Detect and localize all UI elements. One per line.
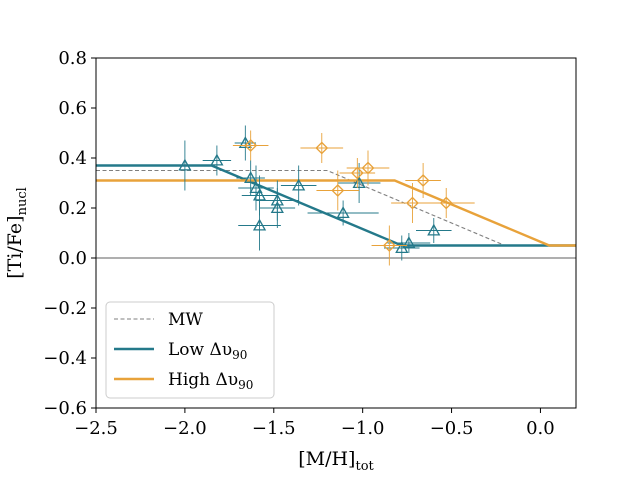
x-tick-label: −1.0 <box>341 418 385 439</box>
low-point-0 <box>163 140 207 191</box>
diamond-marker <box>315 141 329 155</box>
diamond-marker <box>244 139 258 152</box>
y-tick-label: −0.4 <box>43 348 87 369</box>
series-line-0 <box>96 169 506 247</box>
high-point-0 <box>232 130 269 161</box>
diamond-marker <box>439 196 453 210</box>
high-point-5 <box>371 225 408 266</box>
x-tick-label: −0.5 <box>430 418 474 439</box>
legend-label-main: MW <box>168 310 203 330</box>
y-tick-label: 0.8 <box>58 48 87 69</box>
low-point-3 <box>236 160 265 196</box>
high-point-7 <box>405 163 441 198</box>
legend-label-main: High Δυ <box>168 370 238 390</box>
y-axis-label-subscript: nucl <box>15 187 30 215</box>
y-tick-label: 0.0 <box>58 248 87 269</box>
high-point-3 <box>339 158 376 188</box>
x-tick-label: −1.5 <box>252 418 296 439</box>
y-tick-label: 0.6 <box>58 98 87 119</box>
triangle-marker <box>270 201 284 214</box>
y-axis-label-main: [Ti/Fe] <box>4 215 26 278</box>
y-tick-label: 0.2 <box>58 198 87 219</box>
diamond-marker <box>406 196 419 210</box>
x-tick-label: −2.5 <box>74 418 118 439</box>
legend-box <box>105 301 275 399</box>
high-point-8 <box>417 188 475 218</box>
triangle-marker <box>427 223 441 236</box>
low-point-6 <box>238 200 281 251</box>
triangle-marker <box>292 178 306 191</box>
triangle-marker <box>252 188 267 201</box>
low-point-4 <box>238 165 274 211</box>
legend-label-main: Low Δυ <box>168 340 232 360</box>
y-tick-label: 0.4 <box>58 148 87 169</box>
diamond-marker <box>331 184 345 197</box>
y-tick-label: −0.6 <box>43 398 87 419</box>
low-point-14 <box>416 218 452 243</box>
x-axis-label-subscript: tot <box>355 459 374 474</box>
legend-label-2: High Δυ90 <box>168 370 253 392</box>
x-axis-label-main: [M/H] <box>298 448 355 470</box>
x-tick-label: −2.0 <box>163 418 207 439</box>
low-point-8 <box>259 188 296 228</box>
x-axis-label: [M/H]tot <box>298 448 374 474</box>
high-point-2 <box>316 170 360 211</box>
high-point-4 <box>346 150 390 186</box>
triangle-marker <box>402 236 416 249</box>
plot-content <box>96 125 576 266</box>
triangle-marker <box>249 181 263 194</box>
triangle-marker <box>178 158 192 171</box>
low-point-9 <box>280 165 317 206</box>
legend-label-0: MW <box>168 310 203 330</box>
y-axis-label: [Ti/Fe]nucl <box>4 187 30 279</box>
y-tick-label: −0.2 <box>43 298 87 319</box>
legend-label-subscript: 90 <box>232 348 247 362</box>
series-line-2 <box>96 179 576 247</box>
legend-label-subscript: 90 <box>238 378 253 392</box>
low-point-13 <box>387 233 431 253</box>
triangle-marker <box>210 153 224 166</box>
triangle-marker <box>252 218 267 231</box>
diamond-marker <box>382 239 396 252</box>
low-point-1 <box>202 145 232 176</box>
legend-label-1: Low Δυ90 <box>168 340 247 362</box>
low-point-10 <box>307 200 379 226</box>
diamond-marker <box>361 161 375 175</box>
x-tick-label: 0.0 <box>526 418 555 439</box>
plot-frame <box>95 57 577 409</box>
diamond-marker <box>416 174 430 187</box>
diamond-marker <box>350 166 364 180</box>
high-point-1 <box>300 133 344 163</box>
axes: −2.5 −2.0 −1.5 −1.0 −0.5 0.0 −0.6 −0.4 −0.2 0.0 0.… <box>4 48 577 474</box>
series-line-1 <box>96 164 576 247</box>
triangle-marker <box>352 176 366 189</box>
triangle-marker <box>336 206 350 219</box>
plot-area <box>96 125 576 266</box>
triangle-marker <box>244 171 258 184</box>
